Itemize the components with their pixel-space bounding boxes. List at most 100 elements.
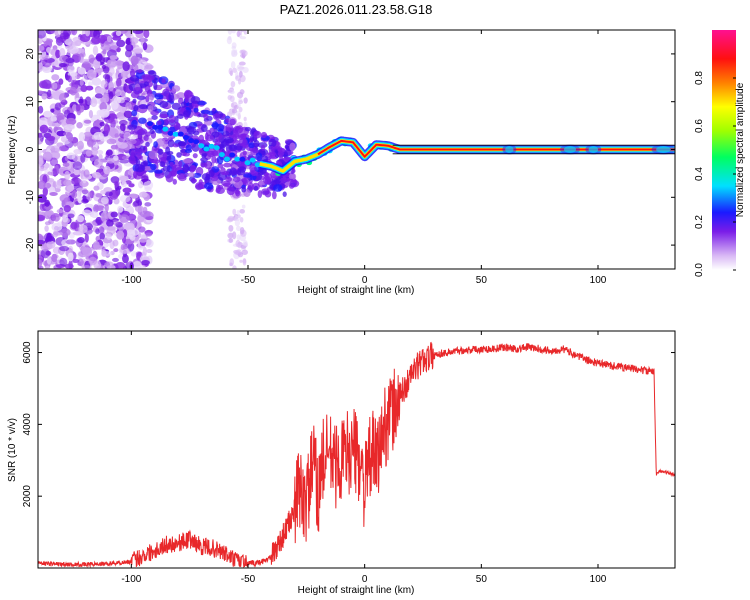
spectrogram-y-axis: -20 -10 0 10 20	[25, 48, 675, 252]
spectrogram-cell	[201, 152, 208, 157]
colorbar-tick-label: 0.0	[694, 263, 705, 277]
spectrogram-cell	[564, 146, 576, 153]
spectrogram-cell	[144, 64, 154, 70]
spectrogram-cell	[239, 227, 245, 235]
colorbar: 0.0 0.2 0.4 0.6 0.8 Normalized spectral ampl…	[694, 30, 746, 277]
spectrogram-cell	[228, 224, 234, 232]
spectrogram-cell	[106, 149, 113, 157]
spectrogram-cell	[228, 144, 238, 152]
spectrogram-cell	[66, 152, 76, 160]
spectrogram-cell	[75, 104, 81, 112]
spectrogram-cell	[122, 187, 132, 193]
spectrogram-cell	[83, 119, 92, 124]
snr-x-tick-label: -100	[121, 574, 141, 585]
spectrogram-cell	[84, 30, 91, 37]
spectrogram-cell	[235, 239, 241, 248]
spectrogram-cell	[76, 122, 83, 129]
spectrogram-cell	[137, 117, 147, 124]
spectrogram-cell	[110, 118, 116, 129]
spectrogram-cell	[208, 169, 215, 178]
spectrogram-cell	[213, 145, 220, 151]
spectrogram-cell	[44, 221, 51, 226]
spectrogram-cell	[55, 36, 64, 46]
spectrogram-cell	[229, 152, 236, 158]
spectrogram-cell	[148, 150, 158, 160]
spectrogram-cell	[227, 30, 233, 35]
spectrogram-cell	[56, 209, 64, 214]
spectrogram-x-tick-label: 50	[476, 275, 488, 286]
spectrogram-cell	[113, 96, 122, 104]
spectrogram-cell	[223, 162, 232, 168]
spectrogram-cell	[249, 135, 254, 143]
spectrogram-cell	[159, 160, 166, 167]
spectrogram-cell	[228, 232, 235, 238]
spectrogram-cell	[95, 119, 101, 127]
spectrogram-cell	[67, 213, 75, 218]
spectrogram-cell	[182, 152, 191, 157]
spectrogram-cell	[76, 140, 84, 150]
spectrogram-cell	[190, 96, 201, 104]
spectrogram-cell	[130, 130, 135, 135]
spectrogram-cell	[222, 130, 230, 137]
spectrogram-cell	[108, 81, 115, 92]
spectrogram-cell	[38, 45, 45, 52]
spectrogram-cell	[43, 110, 53, 118]
spectrogram-cell	[255, 152, 263, 162]
spectrogram-cell	[190, 178, 198, 183]
spectrogram-cell	[228, 88, 235, 94]
spectrogram-cell	[80, 84, 88, 93]
spectrogram-cell	[242, 240, 248, 247]
spectrogram-cell	[147, 117, 153, 122]
spectrogram-cell	[216, 155, 224, 165]
spectrogram-cell	[99, 165, 106, 176]
spectrogram-cell	[65, 58, 75, 64]
spectrogram-cell	[218, 152, 225, 158]
spectrogram-cell	[230, 98, 234, 102]
spectrogram-cell	[72, 161, 83, 170]
spectrogram-cell	[67, 41, 79, 47]
spectrogram-cell	[44, 199, 50, 207]
spectrogram-cell	[128, 155, 136, 164]
spectrogram-cell	[50, 108, 55, 113]
spectrogram-cell	[137, 198, 142, 207]
spectrogram-cell	[230, 134, 240, 140]
spectrogram-cell	[95, 87, 106, 95]
spectrogram-cell	[159, 100, 169, 109]
spectrogram-cell	[162, 126, 169, 132]
spectrogram-cell	[176, 113, 184, 119]
spectrogram-cell	[239, 156, 246, 162]
spectrogram-cell	[176, 152, 182, 158]
spectrogram-cell	[58, 101, 66, 108]
spectrogram-cell	[59, 228, 71, 237]
spectrogram-cell	[239, 208, 245, 214]
spectrogram-cell	[165, 146, 171, 155]
spectrogram-cell	[102, 66, 110, 74]
spectrogram-cell	[88, 54, 95, 63]
spectrogram-cell	[174, 121, 181, 131]
spectrogram-cell	[235, 189, 241, 197]
spectrogram-cell	[112, 239, 119, 247]
spectrogram-cell	[177, 141, 187, 146]
spectrogram-cell	[81, 189, 89, 195]
spectrogram-cell	[253, 130, 262, 139]
spectrogram-cell	[115, 89, 122, 97]
spectrogram-cell	[242, 66, 249, 73]
spectrogram-cell	[138, 191, 148, 198]
spectrogram-cell	[232, 208, 237, 215]
spectrogram-cell	[50, 116, 58, 122]
spectrogram-cell	[78, 132, 86, 142]
spectrogram-cell	[92, 171, 101, 179]
spectrogram-cell	[99, 108, 110, 118]
spectrogram-cell	[212, 113, 221, 120]
spectrogram-cell	[103, 165, 111, 175]
spectrogram-cell	[242, 150, 247, 156]
spectrogram-cell	[263, 175, 272, 185]
spectrogram-cell	[82, 264, 92, 269]
spectrogram-cell	[113, 198, 120, 205]
spectrogram-cell	[123, 110, 133, 119]
spectrogram-cell	[165, 117, 170, 124]
spectrogram-cell	[83, 169, 90, 178]
spectrogram-cell	[229, 258, 235, 267]
spectrogram-cell	[192, 172, 202, 179]
snr-panel: -100 -50 0 50 100 2000 4000 6000 Height of str…	[7, 330, 676, 596]
